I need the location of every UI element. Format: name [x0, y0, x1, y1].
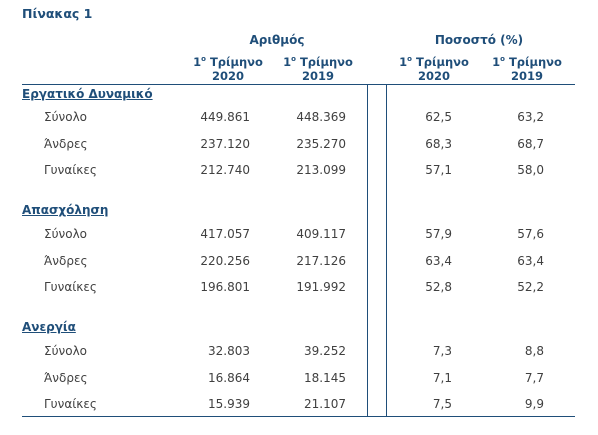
cell-pct-2020: 63,4: [425, 254, 452, 268]
section-heading-employment: Απασχόληση: [22, 203, 109, 217]
col-header-pct-2019: 1ο Τρίμηνο 2019: [492, 54, 562, 83]
cell-count-2019: 217.126: [296, 254, 346, 268]
header-rule: [22, 84, 575, 85]
section-heading-labour-force: Εργατικό Δυναμικό: [22, 87, 153, 101]
cell-count-2020: 16.864: [208, 371, 250, 385]
col-header-pct-2020: 1ο Τρίμηνο 2020: [399, 54, 469, 83]
cell-pct-2020: 7,1: [432, 371, 452, 385]
cell-pct-2019: 63,4: [517, 254, 544, 268]
vertical-divider-right: [386, 84, 387, 416]
cell-count-2019: 191.992: [296, 280, 346, 294]
cell-count-2020: 237.120: [200, 137, 250, 151]
cell-pct-2020: 57,9: [425, 227, 452, 241]
col-header-count-2020: 1ο Τρίμηνο 2020: [193, 54, 263, 83]
cell-pct-2019: 68,7: [517, 137, 544, 151]
col-header-count-2019: 1ο Τρίμηνο 2019: [283, 54, 353, 83]
cell-pct-2019: 63,2: [517, 110, 544, 124]
row-label: Γυναίκες: [44, 280, 97, 294]
vertical-divider-left: [367, 84, 368, 416]
cell-count-2019: 213.099: [296, 163, 346, 177]
cell-pct-2019: 58,0: [517, 163, 544, 177]
row-label: Άνδρες: [44, 254, 88, 268]
row-label: Γυναίκες: [44, 163, 97, 177]
group-header-percent: Ποσοστό (%): [434, 33, 524, 47]
cell-pct-2020: 62,5: [425, 110, 452, 124]
row-label: Σύνολο: [44, 227, 88, 241]
cell-count-2019: 409.117: [296, 227, 346, 241]
row-label: Άνδρες: [44, 137, 88, 151]
cell-pct-2020: 68,3: [425, 137, 452, 151]
cell-count-2020: 196.801: [200, 280, 250, 294]
cell-count-2019: 39.252: [304, 344, 346, 358]
table-title: Πίνακας 1: [22, 6, 93, 21]
cell-pct-2019: 9,9: [524, 397, 544, 411]
cell-count-2019: 235.270: [296, 137, 346, 151]
cell-pct-2020: 57,1: [425, 163, 452, 177]
cell-pct-2020: 7,5: [432, 397, 452, 411]
cell-count-2020: 449.861: [200, 110, 250, 124]
cell-count-2020: 417.057: [200, 227, 250, 241]
cell-pct-2019: 8,8: [524, 344, 544, 358]
cell-pct-2019: 57,6: [517, 227, 544, 241]
cell-count-2020: 212.740: [200, 163, 250, 177]
cell-pct-2019: 52,2: [517, 280, 544, 294]
cell-count-2020: 32.803: [208, 344, 250, 358]
bottom-rule: [22, 416, 575, 417]
cell-pct-2019: 7,7: [524, 371, 544, 385]
cell-count-2020: 15.939: [208, 397, 250, 411]
cell-pct-2020: 52,8: [425, 280, 452, 294]
row-label: Γυναίκες: [44, 397, 97, 411]
group-header-count: Αριθμός: [249, 33, 305, 47]
row-label: Σύνολο: [44, 344, 88, 358]
cell-count-2020: 220.256: [200, 254, 250, 268]
row-label: Άνδρες: [44, 371, 88, 385]
cell-count-2019: 18.145: [304, 371, 346, 385]
section-heading-unemployment: Ανεργία: [22, 320, 76, 334]
cell-count-2019: 21.107: [304, 397, 346, 411]
cell-pct-2020: 7,3: [432, 344, 452, 358]
cell-count-2019: 448.369: [296, 110, 346, 124]
row-label: Σύνολο: [44, 110, 88, 124]
